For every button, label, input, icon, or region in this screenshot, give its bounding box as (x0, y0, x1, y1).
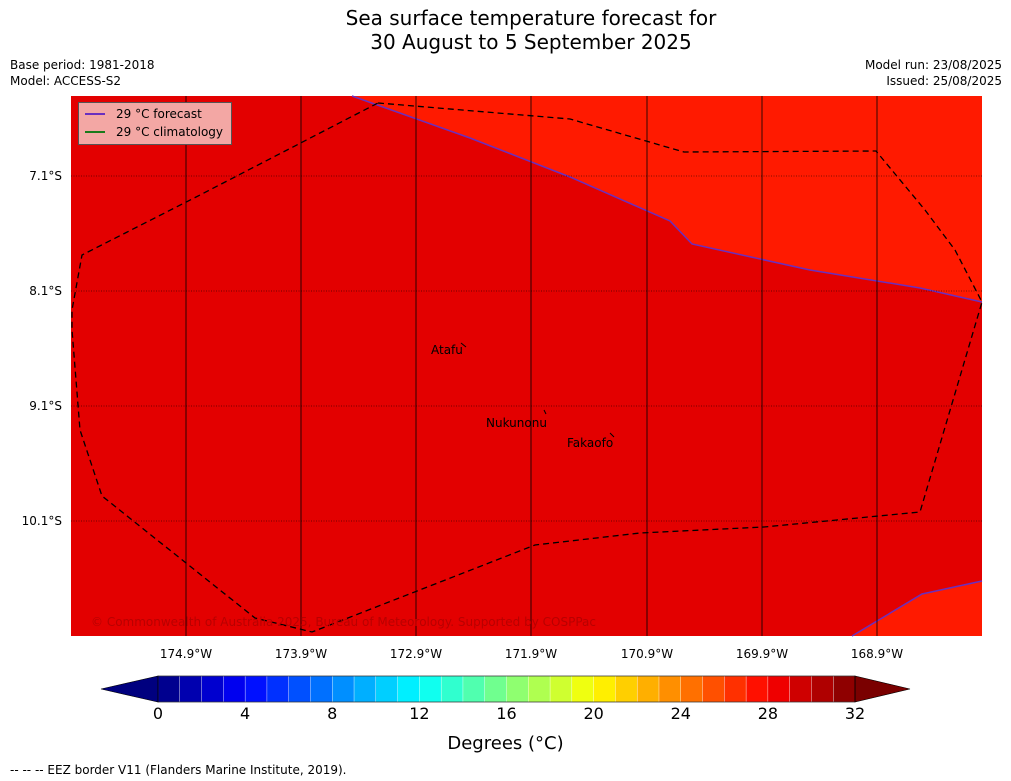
colorbar-cell (833, 675, 856, 703)
colorbar-frame (157, 675, 856, 703)
colorbar-cell (397, 675, 420, 703)
lat-label-4: 10.1°S (21, 514, 62, 528)
colorbar-tick-label: 16 (496, 704, 517, 723)
legend-climatology-label: 29 °C climatology (116, 125, 224, 139)
title-line-1: Sea surface temperature forecast for (345, 6, 717, 30)
colorbar-cell (179, 675, 203, 703)
colorbar-cell (702, 675, 725, 703)
atafu-island (460, 342, 467, 348)
lon-label-4: 171.9°W (504, 647, 558, 661)
meta-right: Model run: 23/08/2025 Issued: 25/08/2025 (865, 57, 1002, 89)
legend-forecast-label: 29 °C forecast (116, 107, 202, 121)
forecast-line-swatch (85, 113, 105, 115)
colorbar-tick-label: 8 (327, 704, 338, 723)
nukunonu-island (543, 409, 547, 415)
warm-region-south (852, 581, 982, 636)
legend-forecast: 29 °C forecast (85, 106, 202, 122)
colorbar-tick-label: 32 (844, 704, 866, 723)
eez-footnote: -- -- -- EEZ border V11 (Flanders Marine… (10, 763, 347, 777)
colorbar-cell (462, 675, 486, 703)
colorbar-cell (288, 675, 311, 703)
place-atafu: Atafu (431, 343, 463, 357)
colorbar-cell (375, 675, 399, 703)
fakaofo-island (609, 432, 615, 438)
colorbar-tick-label: 20 (583, 704, 604, 723)
colorbar-max-extension (854, 675, 911, 703)
lon-label-2: 173.9°W (274, 647, 328, 661)
colorbar-cell (636, 675, 660, 703)
forecast-isotherm-north (351, 95, 983, 303)
warm-region-north (352, 96, 982, 302)
lon-label-1: 174.9°W (159, 647, 213, 661)
lon-label-3: 172.9°W (389, 647, 443, 661)
colorbar-cells (157, 675, 856, 703)
colorbar-tick-label: 4 (240, 704, 251, 723)
map-title: Sea surface temperature forecast for 30 … (0, 6, 1011, 54)
lon-label-7: 168.9°W (850, 647, 904, 661)
issued-date: Issued: 25/08/2025 (886, 74, 1002, 88)
place-fakaofo: Fakaofo (567, 436, 614, 450)
lon-gridlines (185, 96, 878, 636)
lat-label-3: 9.1°S (29, 399, 62, 413)
title-line-2: 30 August to 5 September 2025 (370, 30, 692, 54)
climatology-line-swatch (85, 131, 105, 133)
colorbar-title: Degrees (°C) (447, 733, 564, 754)
base-period: Base period: 1981-2018 (10, 58, 155, 72)
colorbar-cell (244, 675, 268, 703)
colorbar-cell (157, 675, 181, 703)
lon-label-5: 170.9°W (620, 647, 674, 661)
colorbar-tick-label: 24 (670, 704, 691, 723)
colorbar-cell (789, 675, 812, 703)
colorbar-cell (680, 675, 704, 703)
colorbar-cell (724, 675, 747, 703)
colorbar-cell (353, 675, 377, 703)
colorbar-cell (615, 675, 638, 703)
forecast-isotherm-south (851, 580, 983, 637)
colorbar-cell (658, 675, 682, 703)
colorbar-cell (745, 675, 769, 703)
lat-gridlines (71, 175, 982, 522)
eez-border (71, 102, 983, 633)
colorbar-cell (223, 675, 246, 703)
map-legend: 29 °C forecast 29 °C climatology (78, 102, 232, 145)
meta-left: Base period: 1981-2018 Model: ACCESS-S2 (10, 57, 155, 89)
colorbar-cell (484, 675, 508, 703)
legend-climatology: 29 °C climatology (85, 124, 223, 140)
colorbar-tick-label: 0 (152, 704, 164, 723)
lat-label-1: 7.1°S (29, 169, 62, 183)
lon-label-6: 169.9°W (735, 647, 789, 661)
colorbar-cell (440, 675, 464, 703)
colorbar-min-extension (100, 675, 159, 703)
colorbar-cell (506, 675, 529, 703)
colorbar-cell (767, 675, 791, 703)
lat-label-2: 8.1°S (29, 284, 62, 298)
colorbar-tick-label: 28 (757, 704, 779, 723)
colorbar-cell (201, 675, 224, 703)
model-name: Model: ACCESS-S2 (10, 74, 122, 88)
colorbar-cell (332, 675, 355, 703)
copyright-notice: © Commonwealth of Australia 2025, Bureau… (91, 615, 596, 629)
colorbar-cell (419, 675, 442, 703)
colorbar-cell (811, 675, 834, 703)
colorbar-cell (593, 675, 616, 703)
colorbar-cell (571, 675, 595, 703)
colorbar-cell (549, 675, 573, 703)
place-nukunonu: Nukunonu (486, 416, 547, 430)
colorbar-cell (528, 675, 551, 703)
colorbar-tick-label: 12 (409, 704, 430, 723)
colorbar-cell (266, 675, 290, 703)
colorbar-cell (310, 675, 333, 703)
model-run: Model run: 23/08/2025 (864, 58, 1002, 72)
